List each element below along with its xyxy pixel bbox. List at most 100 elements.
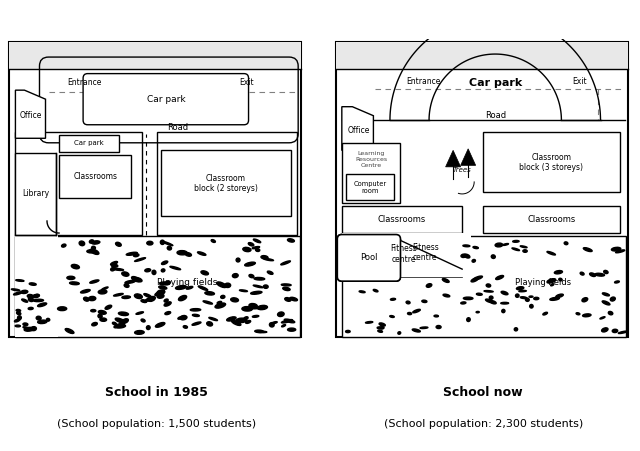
Ellipse shape [492, 255, 495, 258]
Ellipse shape [81, 290, 90, 293]
Ellipse shape [612, 329, 618, 332]
Ellipse shape [474, 276, 483, 280]
Ellipse shape [136, 312, 143, 314]
Ellipse shape [147, 326, 150, 330]
Ellipse shape [516, 287, 524, 290]
Text: Road: Road [484, 111, 506, 120]
Ellipse shape [122, 296, 131, 299]
Ellipse shape [554, 271, 563, 274]
Text: Entrance: Entrance [67, 78, 102, 87]
Ellipse shape [426, 284, 432, 287]
Ellipse shape [29, 283, 36, 285]
Ellipse shape [183, 326, 188, 328]
Text: Classrooms: Classrooms [378, 215, 426, 224]
Ellipse shape [284, 319, 295, 323]
Text: Exit: Exit [240, 78, 254, 87]
Ellipse shape [157, 294, 164, 298]
Ellipse shape [496, 276, 504, 280]
Ellipse shape [161, 240, 164, 244]
Text: Pool: Pool [360, 253, 378, 262]
Ellipse shape [246, 321, 251, 323]
Ellipse shape [512, 248, 520, 251]
Ellipse shape [461, 302, 466, 304]
Ellipse shape [495, 243, 503, 247]
Ellipse shape [471, 278, 478, 282]
Ellipse shape [580, 272, 584, 275]
Ellipse shape [17, 312, 21, 315]
Ellipse shape [164, 302, 171, 306]
Ellipse shape [88, 296, 96, 301]
Ellipse shape [243, 247, 251, 252]
Ellipse shape [36, 316, 41, 320]
Ellipse shape [203, 301, 212, 304]
Ellipse shape [239, 290, 248, 292]
Ellipse shape [602, 293, 609, 296]
Ellipse shape [21, 290, 28, 294]
Ellipse shape [556, 294, 563, 298]
Ellipse shape [225, 283, 230, 287]
Ellipse shape [132, 276, 140, 282]
Ellipse shape [530, 304, 533, 308]
Ellipse shape [170, 267, 180, 270]
Ellipse shape [249, 275, 254, 278]
Ellipse shape [16, 280, 24, 281]
Ellipse shape [162, 241, 173, 246]
Ellipse shape [252, 315, 259, 318]
Ellipse shape [217, 282, 227, 288]
Ellipse shape [408, 313, 412, 315]
Ellipse shape [442, 279, 449, 282]
Ellipse shape [261, 256, 268, 259]
Ellipse shape [602, 328, 608, 332]
Ellipse shape [178, 317, 182, 319]
Ellipse shape [23, 327, 29, 329]
Text: Entrance: Entrance [406, 77, 440, 86]
Ellipse shape [33, 299, 44, 302]
Ellipse shape [252, 247, 260, 249]
Bar [342, 236, 626, 337]
Ellipse shape [523, 250, 527, 252]
Ellipse shape [406, 301, 410, 304]
Bar [346, 175, 394, 200]
Ellipse shape [290, 297, 298, 301]
Ellipse shape [65, 328, 74, 333]
Ellipse shape [278, 312, 284, 317]
Ellipse shape [461, 254, 467, 258]
Ellipse shape [281, 261, 291, 265]
Ellipse shape [467, 318, 470, 322]
Ellipse shape [201, 271, 209, 275]
Ellipse shape [582, 298, 588, 302]
Ellipse shape [282, 320, 292, 323]
Ellipse shape [255, 249, 260, 252]
Ellipse shape [422, 300, 427, 303]
Ellipse shape [365, 322, 372, 323]
Ellipse shape [550, 297, 559, 300]
Text: Classroom
block (3 storeys): Classroom block (3 storeys) [520, 152, 584, 172]
Ellipse shape [190, 308, 201, 311]
Ellipse shape [148, 296, 156, 301]
Ellipse shape [111, 264, 118, 267]
Text: Classroom
block (2 storeys): Classroom block (2 storeys) [194, 174, 258, 193]
Ellipse shape [115, 318, 125, 323]
Ellipse shape [463, 245, 470, 247]
Ellipse shape [91, 309, 96, 312]
Ellipse shape [134, 254, 139, 257]
Ellipse shape [412, 329, 420, 332]
Ellipse shape [113, 268, 124, 271]
Ellipse shape [253, 239, 260, 243]
Text: Trees: Trees [452, 167, 472, 173]
Ellipse shape [192, 322, 201, 325]
FancyBboxPatch shape [337, 235, 401, 281]
Text: Learning
Resources
Centre: Learning Resources Centre [355, 151, 387, 168]
Ellipse shape [177, 251, 187, 255]
Ellipse shape [160, 282, 168, 285]
Ellipse shape [486, 284, 491, 287]
Text: Car park: Car park [74, 140, 104, 147]
Text: Car park: Car park [468, 78, 522, 87]
Ellipse shape [221, 295, 225, 299]
Ellipse shape [211, 239, 216, 243]
Ellipse shape [547, 252, 556, 255]
Bar [59, 155, 131, 198]
Ellipse shape [232, 274, 238, 278]
Ellipse shape [117, 325, 125, 328]
Bar [59, 135, 119, 152]
